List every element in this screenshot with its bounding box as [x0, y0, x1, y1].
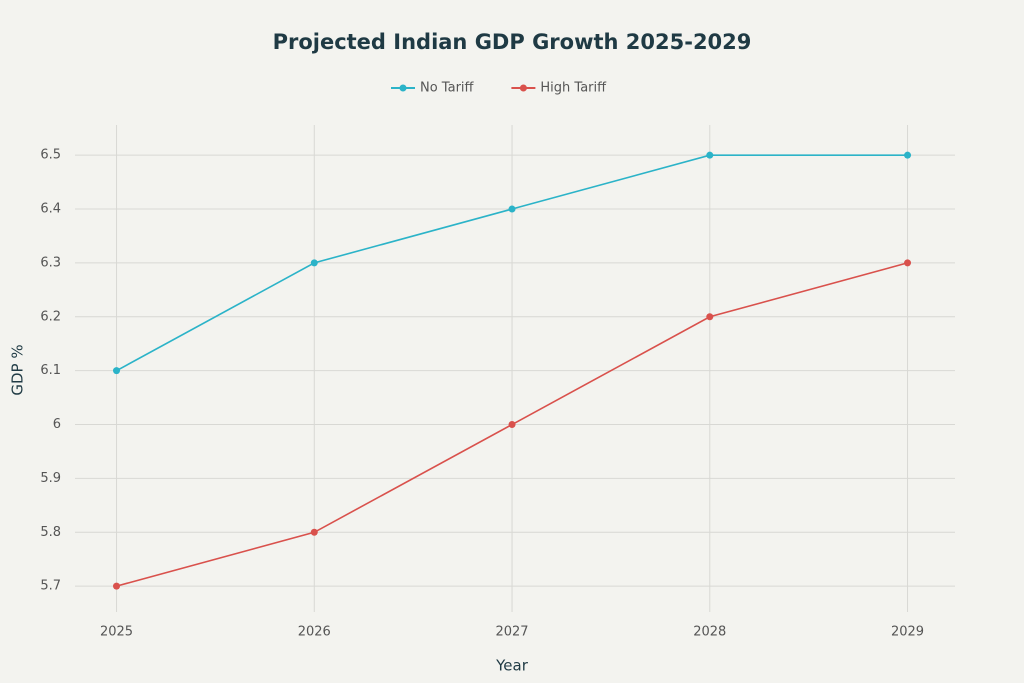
data-point	[904, 151, 912, 159]
legend-swatch-dot	[399, 84, 407, 92]
x-tick-label: 2026	[298, 625, 331, 640]
x-tick-label: 2027	[495, 625, 528, 640]
x-tick-label: 2025	[100, 625, 133, 640]
x-axis-title: Year	[495, 657, 529, 675]
x-tick-label: 2028	[693, 625, 726, 640]
x-tick-label: 2029	[891, 625, 924, 640]
chart-title: Projected Indian GDP Growth 2025-2029	[273, 30, 752, 54]
y-tick-label: 5.9	[40, 471, 61, 486]
y-tick-label: 5.7	[40, 579, 61, 594]
data-point	[508, 421, 516, 429]
y-axis-title: GDP %	[9, 344, 27, 395]
legend-label: High Tariff	[540, 81, 607, 96]
data-point	[508, 205, 516, 213]
y-tick-label: 6	[53, 417, 61, 432]
data-point	[310, 528, 318, 536]
y-tick-label: 6.2	[40, 309, 61, 324]
legend-swatch-dot	[519, 84, 527, 92]
legend-label: No Tariff	[420, 81, 475, 96]
data-point	[904, 259, 912, 267]
y-tick-label: 6.4	[40, 202, 61, 217]
data-point	[113, 582, 121, 590]
data-point	[706, 313, 714, 321]
y-tick-label: 6.1	[40, 363, 61, 378]
y-tick-label: 6.3	[40, 255, 61, 270]
data-point	[706, 151, 714, 159]
data-point	[310, 259, 318, 267]
y-tick-label: 5.8	[40, 525, 61, 540]
y-tick-label: 6.5	[40, 148, 61, 163]
data-point	[113, 367, 121, 375]
